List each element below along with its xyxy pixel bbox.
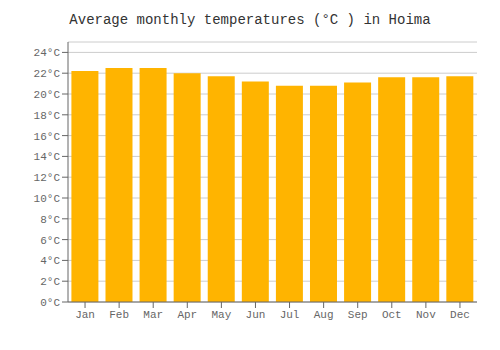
svg-text:Jun: Jun — [246, 309, 266, 321]
svg-text:Apr: Apr — [177, 309, 197, 321]
svg-text:14°C: 14°C — [34, 151, 61, 163]
svg-text:Jan: Jan — [75, 309, 95, 321]
svg-text:Feb: Feb — [109, 309, 129, 321]
svg-text:4°C: 4°C — [40, 255, 60, 267]
svg-text:6°C: 6°C — [40, 235, 60, 247]
svg-text:Oct: Oct — [382, 309, 402, 321]
svg-text:0°C: 0°C — [40, 297, 60, 309]
svg-text:10°C: 10°C — [34, 193, 61, 205]
svg-text:Nov: Nov — [416, 309, 436, 321]
svg-text:8°C: 8°C — [40, 214, 60, 226]
svg-text:Jul: Jul — [280, 309, 300, 321]
svg-text:Mar: Mar — [143, 309, 163, 321]
svg-text:16°C: 16°C — [34, 131, 61, 143]
svg-text:22°C: 22°C — [34, 68, 61, 80]
svg-text:Dec: Dec — [450, 309, 470, 321]
svg-text:May: May — [211, 309, 231, 321]
svg-text:18°C: 18°C — [34, 110, 61, 122]
svg-text:Aug: Aug — [314, 309, 334, 321]
svg-text:Sep: Sep — [348, 309, 368, 321]
svg-text:12°C: 12°C — [34, 172, 61, 184]
html-text:Average monthly temperatures (: Average monthly temperatures (°C ) in Ho… — [69, 12, 431, 28]
svg-text:20°C: 20°C — [34, 89, 61, 101]
svg-text:24°C: 24°C — [34, 47, 61, 59]
svg-text:2°C: 2°C — [40, 276, 60, 288]
